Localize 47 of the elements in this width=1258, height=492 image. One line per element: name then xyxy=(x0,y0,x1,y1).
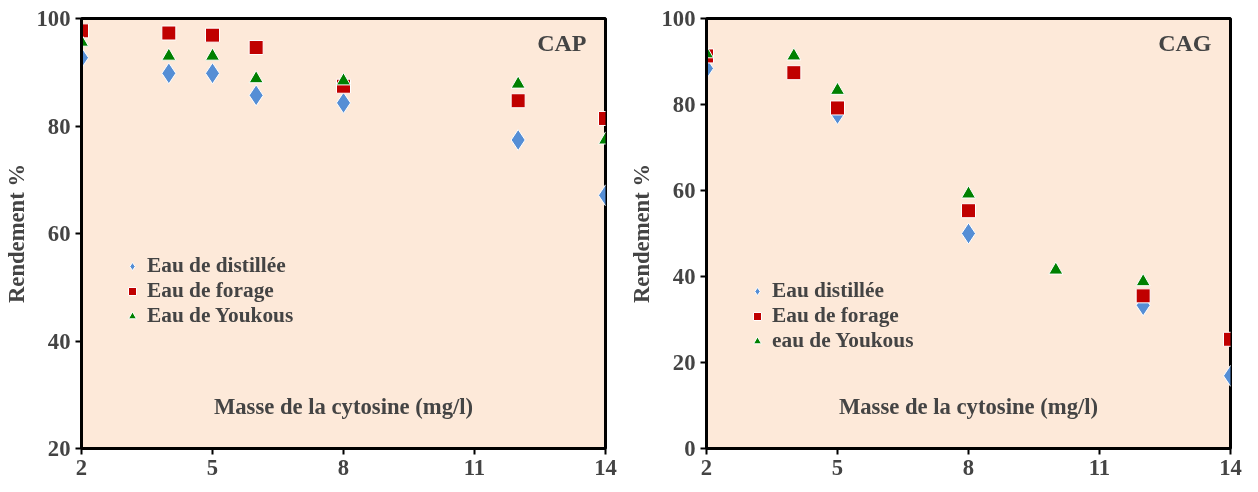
point xyxy=(336,72,351,86)
point xyxy=(961,185,976,199)
chart-title: CAP xyxy=(537,29,587,56)
x-tick-label: 14 xyxy=(1219,454,1242,480)
y-axis-title: Rendement % xyxy=(3,163,29,304)
y-tick-label: 100 xyxy=(36,6,71,31)
y-tick-label: 60 xyxy=(672,178,696,203)
y-axis-title: Rendement % xyxy=(628,163,654,304)
y-tick-label: 80 xyxy=(47,113,71,139)
y-tick-label: 100 xyxy=(661,6,696,31)
point xyxy=(786,47,802,61)
point xyxy=(205,27,220,43)
point xyxy=(161,47,177,61)
x-tick-label: 11 xyxy=(1088,454,1111,480)
x-axis-title: Masse de la cytosine (mg/l) xyxy=(213,393,474,419)
point xyxy=(1135,273,1151,287)
legend-label: Eau de forage xyxy=(772,303,899,328)
x-tick-label: 11 xyxy=(463,454,486,480)
x-tick-label: 2 xyxy=(75,454,88,480)
legend-label: Eau de forage xyxy=(147,278,274,303)
point xyxy=(205,47,220,61)
y-tick-label: 60 xyxy=(47,221,71,246)
y-tick-label: 20 xyxy=(47,436,71,461)
point xyxy=(786,65,802,81)
x-tick-label: 5 xyxy=(206,454,219,480)
y-tick-label: 40 xyxy=(47,328,71,354)
x-tick-label: 8 xyxy=(337,454,350,480)
x-axis-title: Masse de la cytosine (mg/l) xyxy=(838,393,1099,419)
legend-label: Eau de distillée xyxy=(147,253,286,278)
legend-label: eau de Youkous xyxy=(772,328,914,353)
point xyxy=(1135,288,1151,304)
x-tick-label: 8 xyxy=(962,454,975,480)
x-tick-label: 14 xyxy=(594,454,617,480)
legend-label: Eau de Youkous xyxy=(147,303,294,328)
y-tick-label: 20 xyxy=(672,350,696,375)
y-tick-label: 40 xyxy=(672,264,696,289)
point xyxy=(1048,261,1064,275)
y-tick-label: 80 xyxy=(672,92,696,117)
y-tick-label: 0 xyxy=(684,436,696,461)
point xyxy=(161,25,177,41)
point xyxy=(248,70,264,84)
legend-label: Eau distillée xyxy=(772,278,884,303)
x-tick-label: 2 xyxy=(700,454,713,480)
point xyxy=(248,40,264,56)
point xyxy=(961,203,976,219)
x-tick-label: 5 xyxy=(831,454,844,480)
chart-title: CAG xyxy=(1158,29,1212,56)
